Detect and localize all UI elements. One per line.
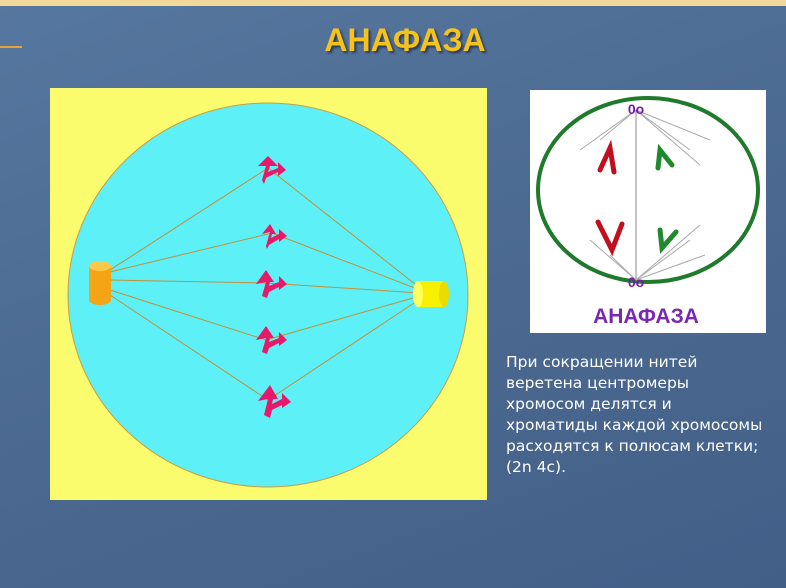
figure-label: АНАФАЗА: [593, 305, 699, 328]
description-line: расходятся к полюсам клетки;: [506, 436, 762, 457]
right-figure: [530, 90, 766, 333]
description-line: хроматиды каждой хромосомы: [506, 415, 762, 436]
pole-left: [89, 261, 111, 305]
figures: 0o 0o АНАФАЗА: [0, 0, 786, 588]
pole-right: [413, 281, 449, 307]
centriole: 0o: [628, 101, 644, 117]
description-line: (2n 4c).: [506, 457, 762, 478]
slide: АНАФАЗА 0o 0o: [0, 0, 786, 588]
description-line: При сокращении нитей: [506, 352, 762, 373]
description-line: хромосом делятся и: [506, 394, 762, 415]
description-line: веретена центромеры: [506, 373, 762, 394]
centriole: 0o: [628, 274, 644, 290]
